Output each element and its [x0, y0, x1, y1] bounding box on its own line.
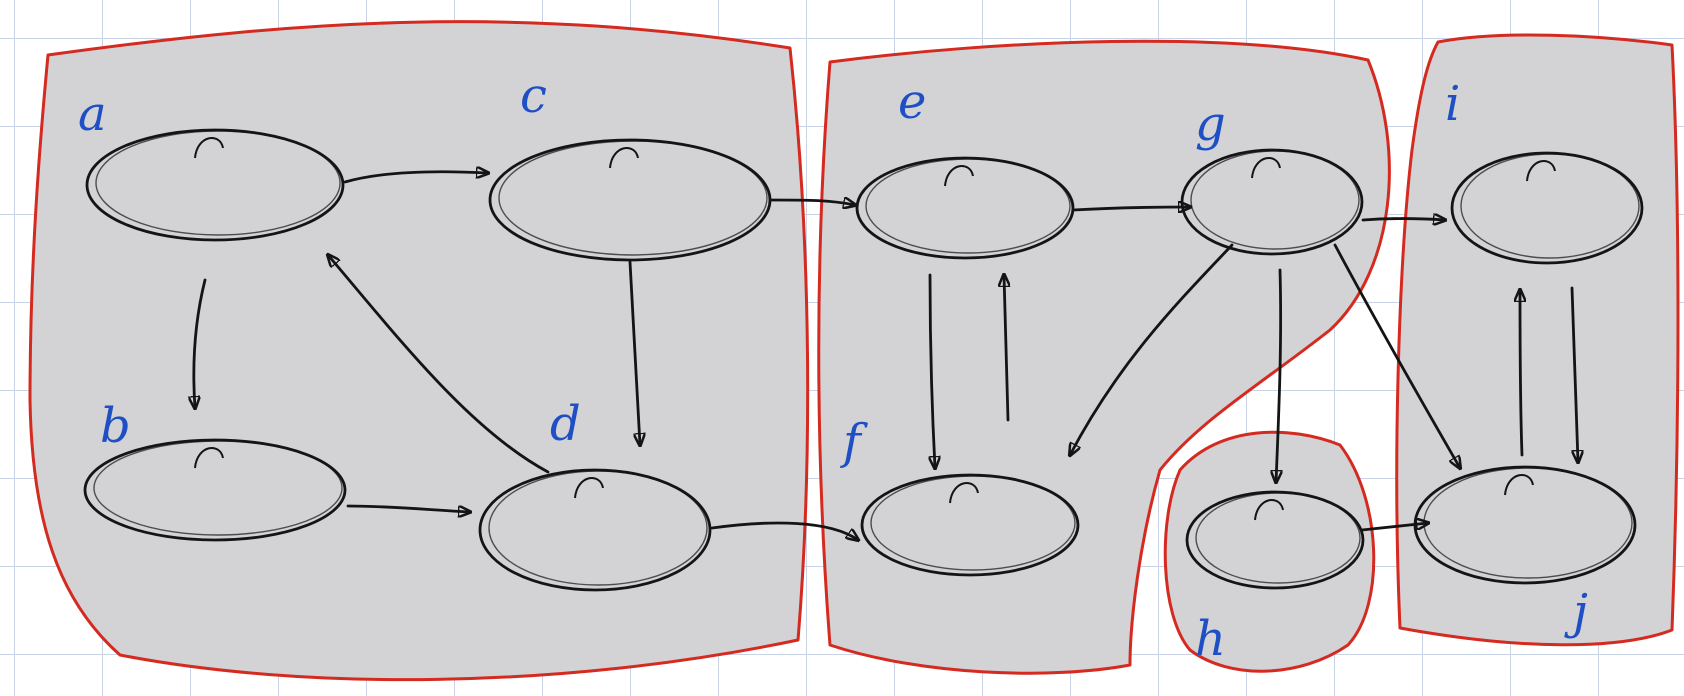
node-e-tick — [944, 165, 974, 187]
node-a — [85, 128, 345, 242]
node-i — [1450, 151, 1644, 265]
node-label-a: a — [78, 86, 107, 142]
edge-g-to-h — [1276, 268, 1281, 482]
node-f-tick — [949, 482, 979, 504]
node-g-tick — [1251, 157, 1281, 179]
edge-e-to-f — [930, 273, 935, 468]
edge-a-to-b — [194, 278, 207, 408]
node-label-e: e — [898, 74, 926, 130]
node-a-tick — [194, 137, 224, 159]
edge-c-to-e — [768, 200, 855, 205]
edge-g-to-i — [1361, 219, 1445, 221]
node-f-outline — [870, 475, 1076, 571]
node-label-h: h — [1195, 611, 1226, 667]
edge-g-to-j — [1333, 243, 1460, 468]
component-i-j — [1395, 33, 1680, 647]
edge-h-to-j — [1360, 523, 1428, 532]
node-a-outline — [95, 130, 341, 236]
edge-b-to-d — [346, 504, 470, 512]
components-layer — [28, 20, 1680, 682]
node-g-outline — [1190, 150, 1360, 250]
node-label-g: g — [1195, 96, 1226, 152]
node-i-tick — [1526, 160, 1556, 182]
node-c-tick — [609, 147, 639, 169]
node-j-tick — [1504, 474, 1534, 496]
node-c — [488, 138, 772, 262]
edge-f-to-e — [1004, 275, 1008, 422]
node-d — [478, 468, 712, 592]
edge-g-to-f — [1070, 243, 1234, 455]
edge-a-to-c — [343, 172, 488, 184]
node-j — [1413, 465, 1637, 585]
node-label-i: i — [1445, 76, 1460, 132]
node-h-tick — [1254, 499, 1284, 521]
node-h-outline — [1195, 492, 1361, 584]
edge-d-to-a — [328, 255, 550, 474]
node-i-outline — [1460, 153, 1640, 259]
component-a-b-c-d — [28, 20, 810, 682]
component-e-f-g — [817, 39, 1391, 675]
node-e — [855, 156, 1075, 260]
node-j-outline — [1423, 467, 1633, 579]
node-e-outline — [865, 158, 1071, 254]
node-b-tick — [194, 447, 224, 469]
node-b — [83, 438, 347, 542]
edge-i-to-j — [1570, 286, 1578, 462]
node-b-outline — [93, 440, 343, 536]
node-h — [1185, 490, 1365, 590]
edge-c-to-d — [628, 260, 640, 445]
node-c-outline — [498, 140, 768, 256]
edge-d-to-f — [710, 521, 858, 540]
node-g — [1180, 148, 1364, 256]
nodes-layer — [83, 128, 1644, 592]
node-label-b: b — [100, 398, 131, 454]
node-f — [860, 473, 1080, 577]
node-label-d: d — [550, 396, 581, 452]
edge-j-to-i — [1520, 290, 1522, 457]
edge-e-to-g — [1071, 207, 1190, 210]
node-label-c: c — [520, 68, 547, 124]
component-h — [1163, 430, 1376, 673]
node-d-outline — [488, 470, 708, 586]
node-d-tick — [574, 477, 604, 499]
edges-layer — [194, 172, 1578, 540]
